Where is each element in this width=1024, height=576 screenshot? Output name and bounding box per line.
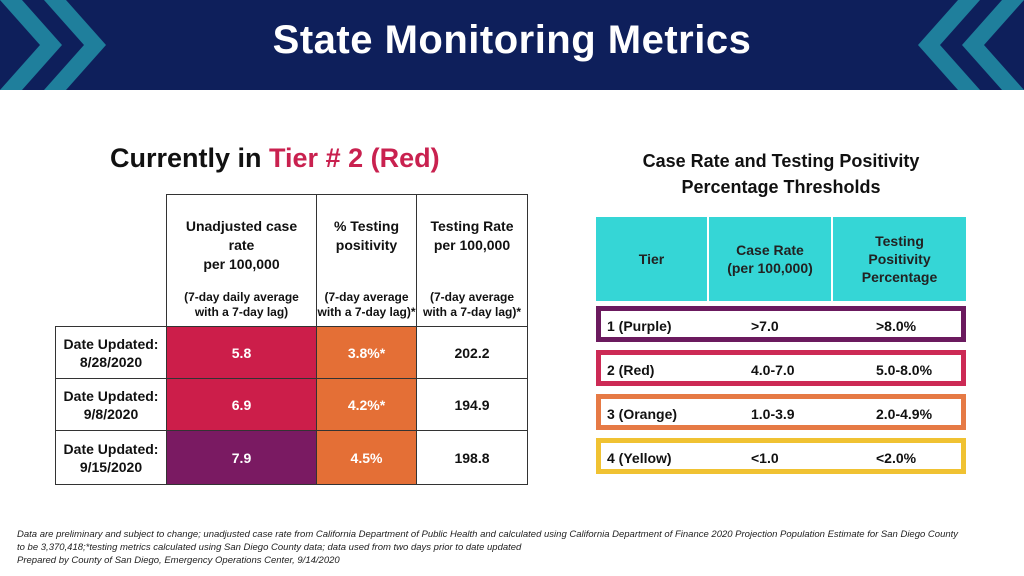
left-chevron-decoration: [0, 0, 106, 90]
footnote-line1: Data are preliminary and subject to chan…: [17, 529, 959, 540]
footnote-line3: Prepared by County of San Diego, Emergen…: [17, 555, 340, 566]
tier-positivity: 2.0-4.9%: [876, 406, 933, 422]
tier-label: 4 (Yellow): [607, 450, 672, 466]
tier-row-red: 2 (Red) 4.0-7.0 5.0-8.0%: [596, 350, 966, 386]
tier-positivity: 5.0-8.0%: [876, 362, 933, 378]
tier-case-rate: 4.0-7.0: [751, 362, 795, 378]
case-rate-value: 5.8: [166, 326, 317, 379]
col-header-testing-rate-sub: (7-day average with a 7-day lag)*: [422, 290, 522, 319]
col-header-case-rate: Unadjusted case rate per 100,000 (7-day …: [166, 194, 317, 327]
positivity-value: 3.8%*: [316, 326, 417, 379]
case-rate-value: 7.9: [166, 430, 317, 485]
row-label-9-8: Date Updated: 9/8/2020: [55, 378, 167, 431]
tier-positivity: >8.0%: [876, 318, 917, 334]
col-header-positivity-sub: (7-day average with a 7-day lag)*: [317, 290, 416, 319]
thresholds-heading-line2: Percentage Thresholds: [681, 177, 881, 197]
positivity-value: 4.2%*: [316, 378, 417, 431]
testing-rate-value: 202.2: [416, 326, 528, 379]
row-label-9-15: Date Updated: 9/15/2020: [55, 430, 167, 485]
footnote: Data are preliminary and subject to chan…: [17, 528, 1007, 567]
threshold-header-case-rate: Case Rate (per 100,000): [709, 217, 831, 301]
col-header-positivity-line2: positivity: [335, 237, 398, 253]
tier-row-purple: 1 (Purple) >7.0 >8.0%: [596, 306, 966, 342]
tier-label: 2 (Red): [607, 362, 655, 378]
tier-label: 3 (Orange): [607, 406, 678, 422]
col-header-testing-rate-line1: Testing Rate: [430, 218, 514, 234]
col-header-case-rate-sub: (7-day daily average with a 7-day lag): [184, 290, 299, 319]
col-header-case-rate-line1: Unadjusted case: [185, 218, 298, 234]
current-tier-prefix: Currently in: [110, 143, 270, 173]
testing-rate-value: 198.8: [416, 430, 528, 485]
tier-row-yellow: 4 (Yellow) <1.0 <2.0%: [596, 438, 966, 474]
thresholds-heading-line1: Case Rate and Testing Positivity: [642, 151, 920, 171]
col-header-positivity-line1: % Testing: [333, 218, 400, 234]
footnote-line2: to be 3,370,418;*testing metrics calcula…: [17, 542, 522, 553]
threshold-header-tier: Tier: [596, 217, 707, 301]
row-label-8-28: Date Updated: 8/28/2020: [55, 326, 167, 379]
tier-case-rate: 1.0-3.9: [751, 406, 795, 422]
col-header-case-rate-line3: per 100,000: [203, 256, 280, 272]
tier-case-rate: >7.0: [751, 318, 779, 334]
current-tier-label: Tier # 2 (Red): [269, 143, 440, 173]
col-header-testing-rate: Testing Rate per 100,000 (7-day average w…: [416, 194, 528, 327]
tier-case-rate: <1.0: [751, 450, 779, 466]
col-header-testing-positivity: % Testing positivity (7-day average with …: [316, 194, 417, 327]
tier-positivity: <2.0%: [876, 450, 917, 466]
header-banner: State Monitoring Metrics: [0, 0, 1024, 90]
page-title: State Monitoring Metrics: [272, 18, 752, 62]
threshold-header-positivity: Testing Positivity Percentage: [833, 217, 966, 301]
col-header-testing-rate-line2: per 100,000: [433, 237, 511, 253]
positivity-value: 4.5%: [316, 430, 417, 485]
testing-rate-value: 194.9: [416, 378, 528, 431]
tier-row-orange: 3 (Orange) 1.0-3.9 2.0-4.9%: [596, 394, 966, 430]
col-header-case-rate-line2: rate: [228, 237, 255, 253]
current-tier-heading: Currently in Tier # 2 (Red): [110, 143, 440, 174]
thresholds-heading: Case Rate and Testing Positivity Percent…: [596, 148, 966, 200]
tier-label: 1 (Purple): [607, 318, 672, 334]
right-chevron-decoration: [918, 0, 1024, 90]
case-rate-value: 6.9: [166, 378, 317, 431]
